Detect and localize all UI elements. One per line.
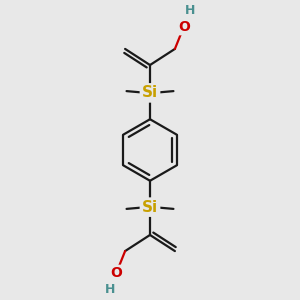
Text: Si: Si bbox=[142, 200, 158, 214]
Text: O: O bbox=[110, 266, 122, 280]
Text: H: H bbox=[185, 4, 195, 17]
Text: H: H bbox=[105, 283, 115, 296]
Text: O: O bbox=[178, 20, 190, 34]
Text: Si: Si bbox=[142, 85, 158, 100]
